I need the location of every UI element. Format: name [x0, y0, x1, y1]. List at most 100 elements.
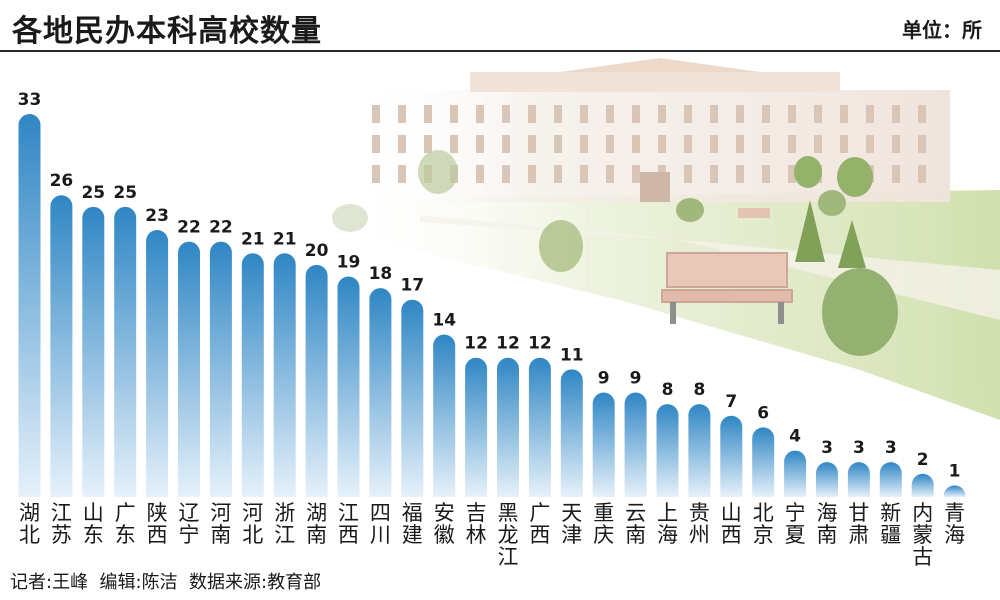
- value-label: 7: [725, 392, 737, 412]
- category-label: 内蒙古: [912, 501, 933, 569]
- category-label: 河北: [242, 501, 263, 547]
- category-label: 湖南: [306, 501, 327, 547]
- bar: [178, 241, 200, 497]
- bar: [784, 450, 807, 497]
- bar: [114, 206, 137, 497]
- bar: [720, 415, 743, 497]
- bar: [943, 485, 966, 497]
- category-label: 河南: [210, 501, 231, 547]
- category-label: 江西: [338, 501, 359, 547]
- category-label: 福建: [402, 501, 423, 547]
- value-label: 11: [560, 345, 584, 365]
- value-label: 14: [432, 311, 456, 331]
- category-label: 青海: [944, 501, 965, 547]
- value-label: 21: [241, 229, 265, 249]
- category-label: 云南: [625, 501, 646, 547]
- category-label: 陕西: [147, 501, 168, 547]
- bar: [50, 195, 73, 498]
- category-label: 广东: [115, 501, 136, 547]
- value-label: 22: [177, 218, 201, 238]
- category-label: 宁夏: [785, 501, 806, 547]
- bar: [656, 404, 679, 497]
- value-label: 12: [528, 334, 552, 354]
- value-label: 26: [50, 171, 74, 191]
- value-label: 22: [209, 218, 233, 238]
- value-label: 21: [273, 229, 297, 249]
- category-label: 吉林: [466, 501, 487, 547]
- value-label: 3: [885, 438, 897, 458]
- value-label: 12: [464, 334, 488, 354]
- bar: [209, 241, 232, 497]
- bar: [241, 253, 264, 497]
- unit-label: 单位：所: [902, 18, 982, 42]
- value-label: 19: [337, 252, 361, 272]
- category-label: 辽宁: [179, 501, 200, 547]
- bar: [624, 392, 647, 497]
- bar: [433, 334, 456, 497]
- chart-title: 各地民办本科高校数量: [12, 14, 322, 49]
- bar: [752, 427, 775, 497]
- category-label: 广西: [529, 501, 550, 547]
- bar: [816, 462, 838, 497]
- bar: [82, 206, 105, 497]
- credits-line: 记者:王峰 编辑:陈洁 数据来源:教育部: [10, 572, 322, 593]
- value-label: 20: [305, 241, 329, 261]
- bar: [273, 253, 296, 497]
- bar: [305, 264, 328, 497]
- bar: [497, 357, 519, 497]
- category-label: 四川: [370, 501, 391, 547]
- value-label: 18: [369, 264, 393, 284]
- park-bench-icon: [661, 252, 793, 324]
- category-label: 江苏: [51, 501, 72, 547]
- bar: [465, 357, 488, 497]
- category-label: 安徽: [434, 501, 455, 547]
- value-label: 3: [853, 438, 865, 458]
- value-label: 25: [81, 183, 105, 203]
- value-label: 8: [662, 380, 674, 400]
- value-label: 6: [757, 403, 769, 423]
- value-label: 1: [949, 461, 961, 481]
- bar-series: [18, 114, 966, 498]
- value-label: 3: [821, 438, 833, 458]
- bar: [560, 369, 583, 497]
- category-label: 天津: [561, 501, 582, 547]
- category-label: 北京: [753, 501, 774, 547]
- bar: [847, 462, 870, 497]
- bar: [528, 357, 551, 497]
- category-label: 新疆: [880, 501, 901, 547]
- category-label: 海南: [817, 501, 838, 547]
- category-label: 黑龙江: [498, 501, 519, 569]
- bar: [911, 473, 934, 497]
- bar: [146, 230, 169, 498]
- value-label: 12: [496, 334, 520, 354]
- value-label: 23: [145, 206, 169, 226]
- bar: [401, 299, 424, 497]
- category-labels: 湖北江苏山东广东陕西辽宁河南河北浙江湖南江西四川福建安徽吉林黑龙江广西天津重庆云…: [19, 501, 965, 569]
- value-label: 17: [400, 276, 424, 296]
- category-label: 甘肃: [848, 501, 869, 547]
- bar: [337, 276, 360, 497]
- category-label: 湖北: [19, 501, 40, 547]
- category-label: 山西: [721, 501, 742, 547]
- bar: [18, 114, 41, 498]
- category-label: 山东: [83, 501, 104, 547]
- bar: [688, 404, 711, 497]
- category-label: 浙江: [274, 501, 295, 547]
- value-label: 9: [630, 369, 642, 389]
- bar: [879, 462, 902, 497]
- category-label: 贵州: [689, 501, 710, 547]
- category-label: 上海: [657, 501, 678, 547]
- value-label: 2: [917, 450, 929, 470]
- bar: [592, 392, 615, 497]
- value-label: 25: [113, 183, 137, 203]
- bar: [369, 288, 392, 497]
- value-label: 4: [789, 427, 801, 447]
- category-label: 重庆: [593, 501, 614, 547]
- value-label: 9: [598, 369, 610, 389]
- value-label: 33: [18, 90, 42, 110]
- value-label: 8: [693, 380, 705, 400]
- title-divider: [0, 50, 1000, 52]
- campus-illustration: [330, 58, 1000, 420]
